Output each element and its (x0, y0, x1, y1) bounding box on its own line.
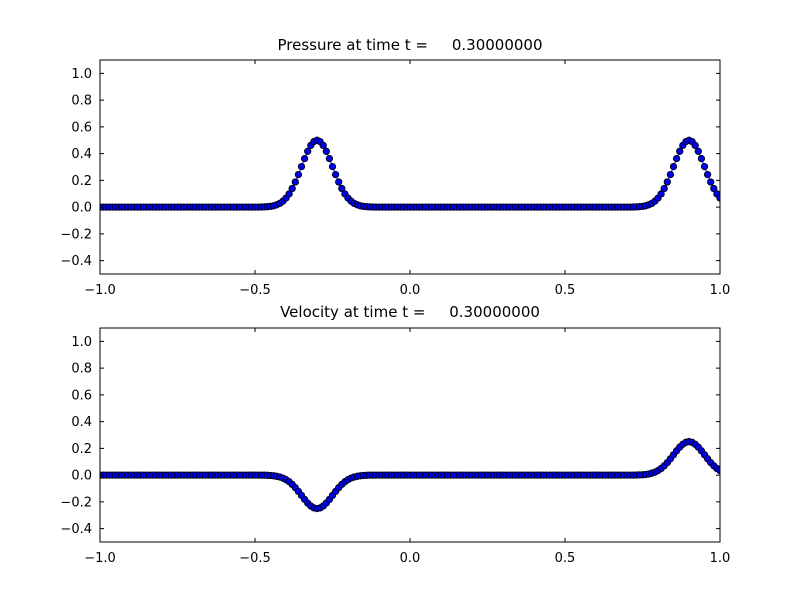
y-tick-label: 0.6 (71, 388, 92, 403)
data-marker (338, 184, 346, 193)
velocity-plot-title: Velocity at time t = 0.30000000 (280, 303, 540, 321)
y-tick-label: 0.2 (71, 442, 92, 457)
x-tick-label: −0.5 (239, 283, 271, 298)
data-marker (672, 154, 681, 163)
data-marker (331, 170, 340, 179)
axes-background (100, 328, 720, 542)
data-series (100, 136, 720, 211)
x-tick-label: 0.5 (555, 551, 576, 566)
data-marker (669, 162, 678, 171)
x-tick-label: 0.0 (400, 551, 421, 566)
y-tick-label: 0.2 (71, 174, 92, 189)
data-marker (657, 190, 665, 198)
data-marker (291, 178, 299, 186)
y-tick-label: 0.0 (71, 201, 92, 216)
y-tick-label: 0.6 (71, 120, 92, 135)
data-marker (288, 184, 296, 193)
data-marker (694, 147, 702, 155)
data-marker (319, 141, 327, 150)
y-tick-label: 0.8 (71, 362, 92, 377)
data-marker (676, 147, 684, 155)
data-marker (297, 162, 306, 171)
axes-background (100, 60, 720, 274)
x-tick-label: 0.0 (400, 283, 421, 298)
y-tick-label: 0.8 (71, 94, 92, 109)
data-marker (697, 154, 706, 163)
data-marker (707, 178, 715, 186)
pressure-subplot: −1.0 −0.5 0.0 0.5 1.0 1.0 0.8 0.6 0.4 0.2 0.0 −0.2 −… (60, 59, 731, 298)
data-marker (325, 154, 334, 163)
y-tick-label: −0.4 (60, 522, 92, 537)
data-marker (660, 184, 668, 193)
pressure-plot-title: Pressure at time t = 0.30000000 (277, 36, 543, 54)
data-marker (285, 190, 293, 198)
data-marker (294, 170, 303, 179)
velocity-subplot: −1.0 −0.5 0.0 0.5 1.0 1.0 0.8 0.6 0.4 0.2 0.0 −0.2 −… (60, 327, 731, 566)
x-tick-label: −1.0 (84, 283, 116, 298)
data-marker (666, 170, 675, 179)
y-tick-label: −0.2 (60, 227, 92, 242)
data-marker (335, 178, 343, 186)
data-marker (710, 184, 718, 193)
y-tick-label: 0.0 (71, 469, 92, 484)
x-tick-label: 1.0 (710, 551, 731, 566)
y-tick-label: 1.0 (71, 335, 92, 350)
data-marker (700, 162, 709, 171)
data-marker (328, 162, 337, 171)
data-marker (322, 147, 330, 155)
y-tick-label: 1.0 (71, 67, 92, 82)
x-tick-label: 0.5 (555, 283, 576, 298)
data-series (100, 438, 720, 513)
data-marker (703, 170, 712, 179)
data-marker (300, 154, 309, 163)
x-tick-label: −0.5 (239, 551, 271, 566)
y-tick-label: −0.2 (60, 495, 92, 510)
data-marker (663, 178, 671, 186)
x-tick-label: −1.0 (84, 551, 116, 566)
data-marker (304, 147, 312, 155)
y-tick-label: 0.4 (71, 415, 92, 430)
data-marker (691, 141, 699, 150)
y-tick-label: 0.4 (71, 147, 92, 162)
y-tick-label: −0.4 (60, 254, 92, 269)
x-tick-label: 1.0 (710, 283, 731, 298)
